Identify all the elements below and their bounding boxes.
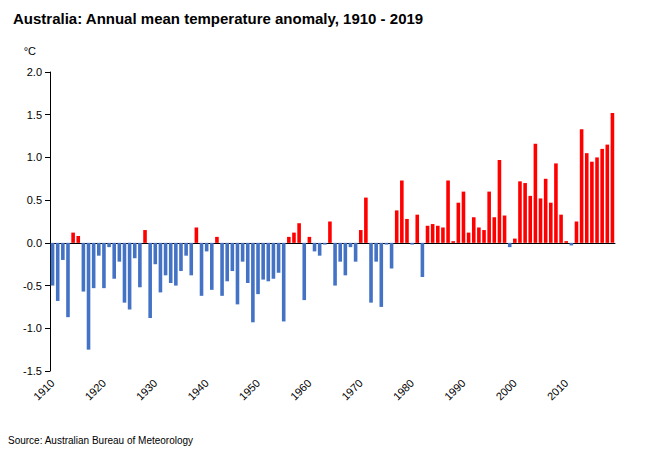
svg-text:1970: 1970 [339, 377, 365, 403]
svg-text:1930: 1930 [134, 377, 160, 403]
svg-text:0.0: 0.0 [27, 237, 42, 249]
svg-text:-1.0: -1.0 [23, 322, 42, 334]
svg-text:Source: Australian Bureau of M: Source: Australian Bureau of Meteorology [8, 435, 193, 446]
svg-text:1980: 1980 [391, 377, 417, 403]
svg-text:Australia: Annual mean tempera: Australia: Annual mean temperature anoma… [13, 10, 423, 27]
svg-text:°C: °C [24, 45, 36, 57]
svg-text:0.5: 0.5 [27, 194, 42, 206]
svg-text:2.0: 2.0 [27, 66, 42, 78]
svg-text:1990: 1990 [442, 377, 468, 403]
svg-text:1960: 1960 [288, 377, 314, 403]
svg-text:2010: 2010 [545, 377, 571, 403]
svg-text:1910: 1910 [31, 377, 57, 403]
svg-text:1.5: 1.5 [27, 109, 42, 121]
svg-text:1940: 1940 [185, 377, 211, 403]
svg-text:2000: 2000 [493, 377, 519, 403]
svg-text:1950: 1950 [237, 377, 263, 403]
svg-text:1.0: 1.0 [27, 151, 42, 163]
svg-text:1920: 1920 [82, 377, 108, 403]
svg-text:-0.5: -0.5 [23, 280, 42, 292]
svg-text:-1.5: -1.5 [23, 365, 42, 377]
